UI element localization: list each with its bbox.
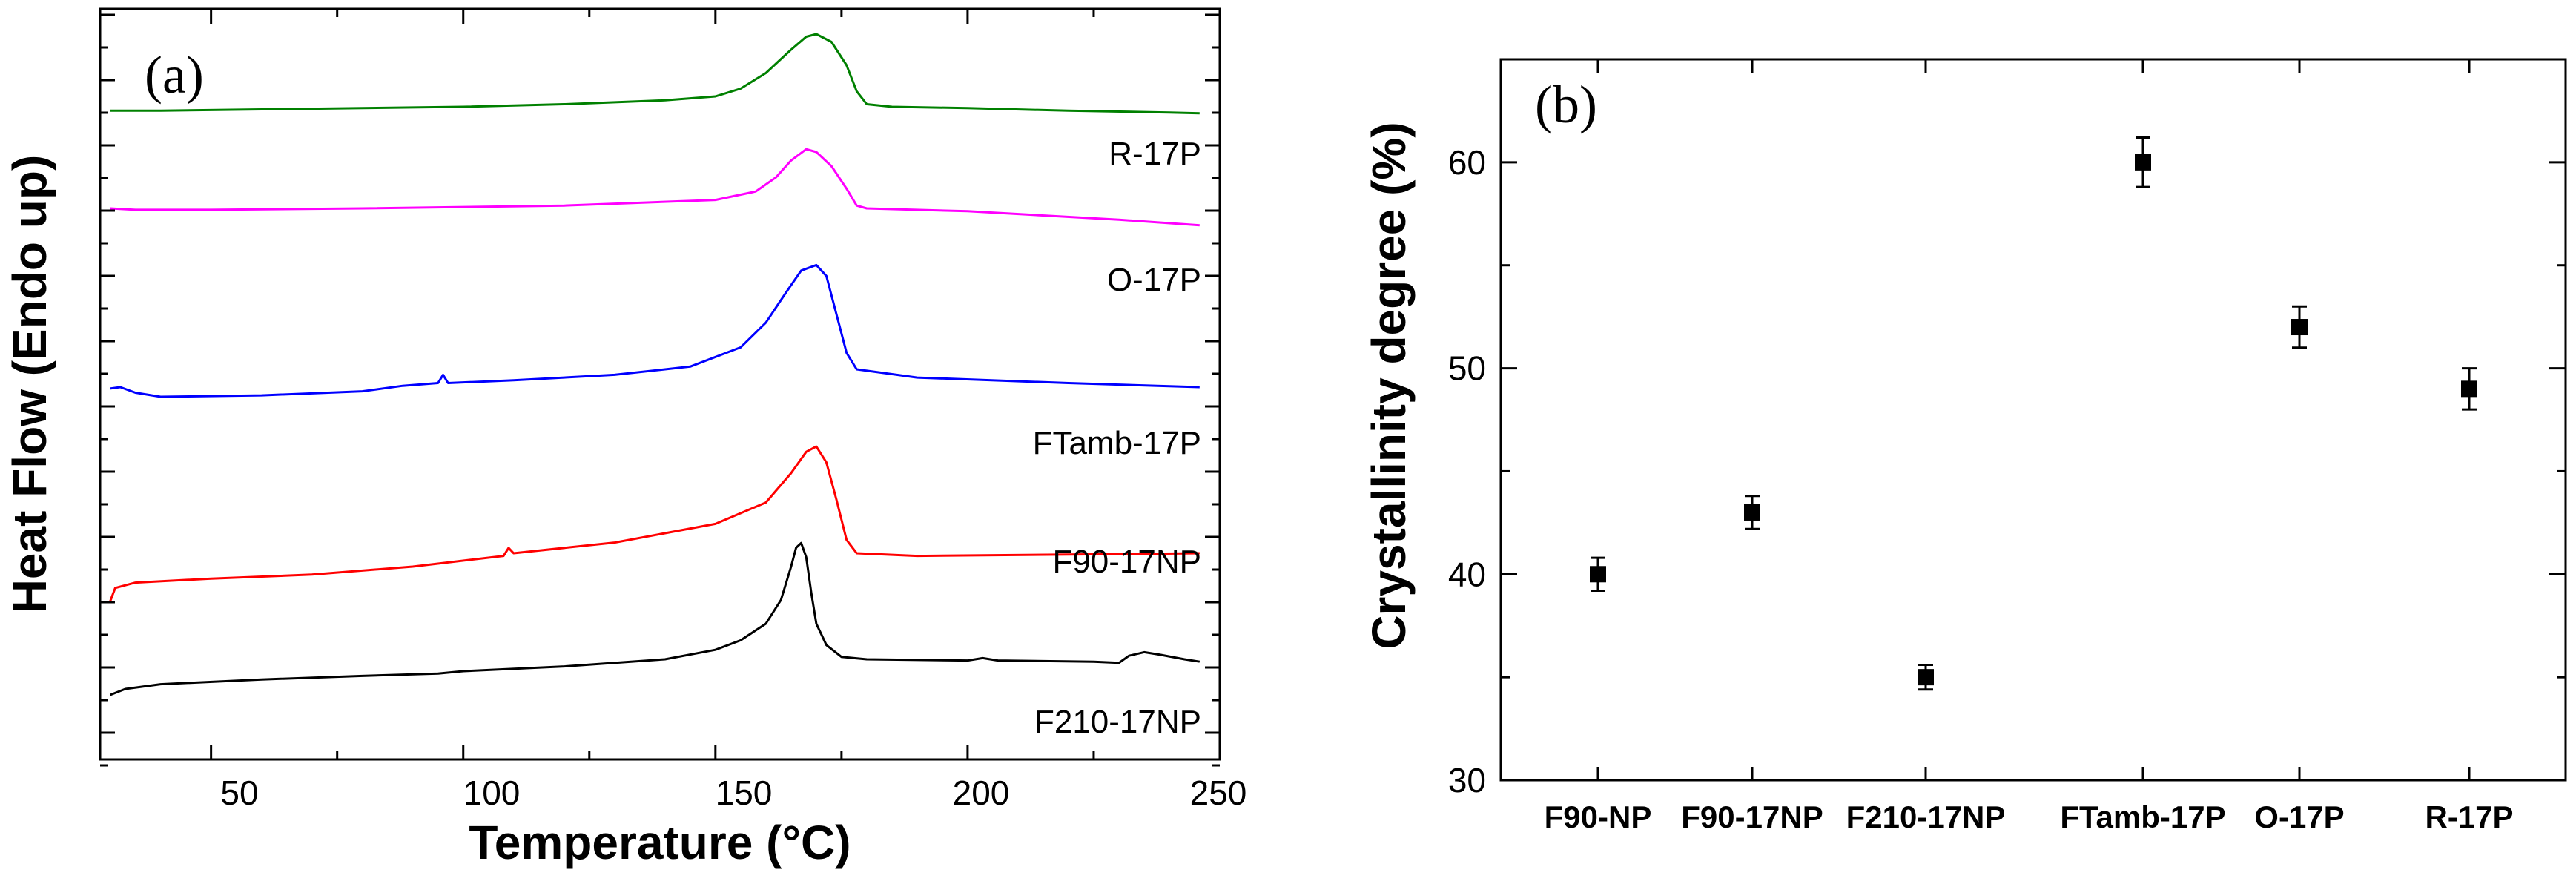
panel-a-x-tick-label: 100 — [463, 774, 521, 812]
panel-b-y-axis-title: Crystallinity degree (%) — [1362, 122, 1416, 649]
series-curve-r-17p — [110, 33, 1200, 115]
panel-a-frame — [99, 7, 1221, 761]
category-label: O-17P — [2254, 799, 2344, 834]
series-curve-ftamb-17p — [110, 263, 1200, 398]
panel-a-y-axis-title: Heat Flow (Endo up) — [3, 155, 56, 614]
panel-a-label: (a) — [145, 45, 204, 105]
panel-a-curves — [109, 33, 1201, 696]
panel-a-curve-labels: R-17P O-17P FTamb-17P F90-17NP F210-17NP — [1033, 136, 1201, 740]
panel-b-y-tick-label: 40 — [1448, 555, 1486, 593]
category-label: F90-17NP — [1681, 799, 1823, 834]
data-point-o-17p — [2291, 319, 2308, 336]
panel-a-x-axis-title: Temperature (°C) — [469, 816, 851, 869]
data-point-r-17p — [2461, 380, 2477, 398]
panel-a-x-tick-label: 150 — [716, 774, 773, 812]
panel-a-x-ticks: 50 100 150 200 250 — [220, 774, 1246, 812]
panel-a-x-tick-label: 50 — [220, 774, 258, 812]
panel-a: (a) Temperature (°C) Heat Flow (Endo up)… — [3, 7, 1246, 869]
category-label: F90-NP — [1545, 799, 1652, 834]
panel-b-y-tick-label: 60 — [1448, 143, 1486, 182]
panel-a-x-tick-label: 200 — [953, 774, 1010, 812]
category-label: F210-17NP — [1846, 799, 2006, 834]
panel-b: (b) Crystallinity degree (%) 30 40 50 60 F9… — [1362, 58, 2567, 834]
panel-b-label: (b) — [1535, 75, 1597, 134]
category-label: R-17P — [2425, 799, 2513, 834]
series-curve-o-17p — [110, 148, 1200, 227]
curve-label-o-17p: O-17P — [1107, 262, 1201, 298]
panel-a-x-tick-label: 250 — [1190, 774, 1247, 812]
series-curve-f210-17np — [110, 541, 1201, 696]
data-point-ftamb-17p — [2135, 154, 2151, 171]
curve-label-f210-17np: F210-17NP — [1034, 704, 1201, 740]
curve-label-f90-17np: F90-17NP — [1052, 544, 1201, 580]
panel-b-points — [1590, 136, 2477, 691]
panel-b-y-ticks: 30 40 50 60 — [1448, 58, 2566, 799]
panel-b-y-tick-label: 30 — [1448, 761, 1486, 799]
category-label: FTamb-17P — [2060, 799, 2225, 834]
curve-label-ftamb-17p: FTamb-17P — [1033, 425, 1201, 461]
curve-label-r-17p: R-17P — [1109, 136, 1201, 172]
data-point-f90-np — [1590, 566, 1606, 583]
series-curve-f90-17np — [109, 445, 1200, 602]
data-point-f90-17np — [1744, 504, 1760, 521]
panel-b-frame — [1499, 58, 2567, 782]
data-point-f210-17np — [1918, 669, 1934, 686]
panel-b-y-tick-label: 50 — [1448, 349, 1486, 388]
panel-b-category-labels: F90-NP F90-17NP F210-17NP FTamb-17P O-17… — [1545, 799, 2514, 834]
